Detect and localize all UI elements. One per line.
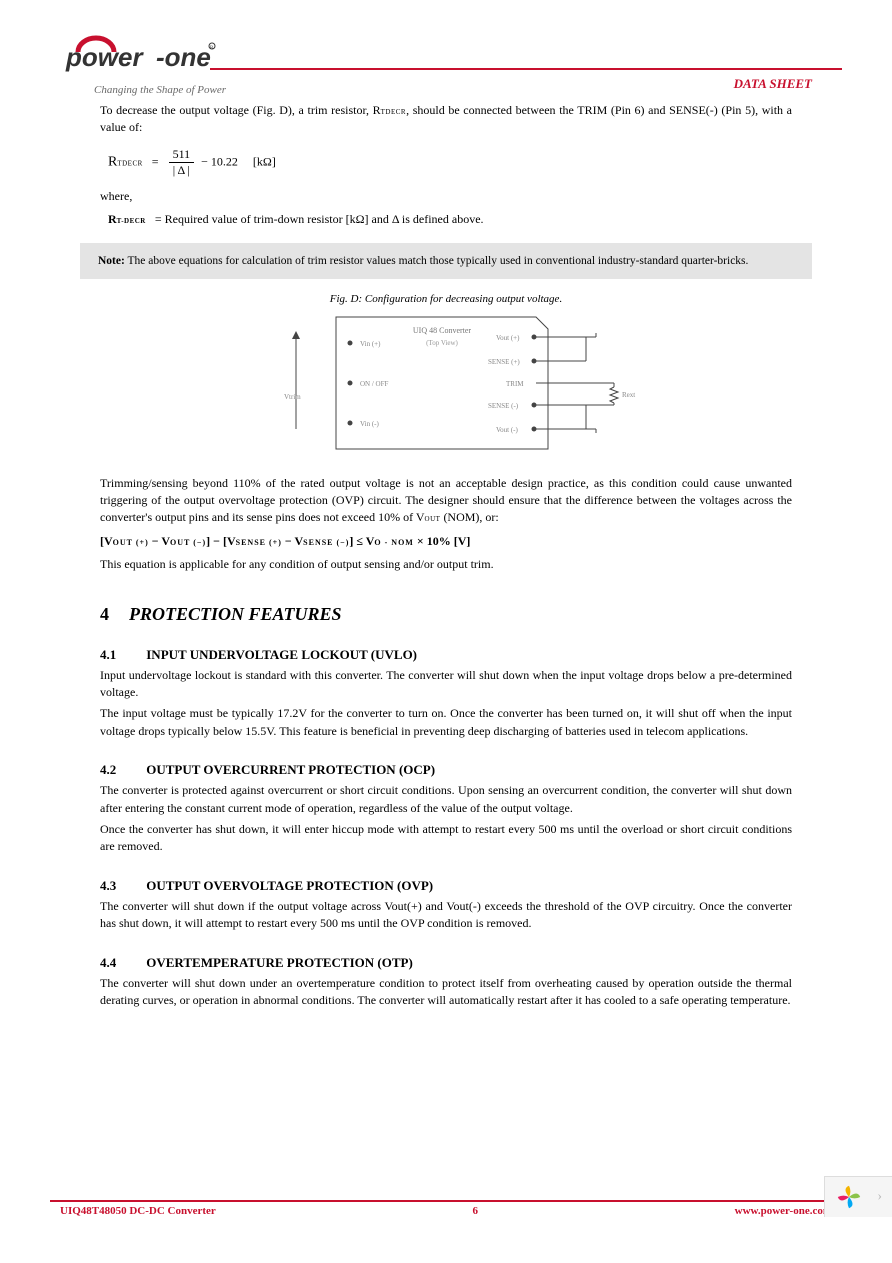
svg-text:power: power bbox=[65, 42, 144, 72]
brand-tagline: Changing the Shape of Power bbox=[94, 84, 832, 96]
section-4-4-p1: The converter will shut down under an ov… bbox=[100, 975, 792, 1010]
trim-down-equation: RTDECR = 511 | Δ | − 10.22 [kΩ] bbox=[108, 147, 792, 178]
brand-logo: power -one R Changing the Shape of Power bbox=[60, 28, 832, 86]
svg-text:Vout (-): Vout (-) bbox=[496, 426, 519, 434]
definition-line: RT-DECR = Required value of trim-down re… bbox=[108, 211, 792, 228]
svg-text:SENSE (+): SENSE (+) bbox=[488, 358, 520, 366]
svg-text:Rext: Rext bbox=[622, 391, 635, 399]
svg-text:Vin (+): Vin (+) bbox=[360, 340, 381, 348]
svg-text:-one: -one bbox=[156, 42, 211, 72]
section-4-1-p1: Input undervoltage lockout is standard w… bbox=[100, 667, 792, 702]
inequality-line: [VOUT (+) − VOUT (−)] − [VSENSE (+) − VS… bbox=[100, 533, 792, 550]
section-4-1-heading: 4.1INPUT UNDERVOLTAGE LOCKOUT (UVLO) bbox=[100, 647, 792, 663]
left-pin-3: Vin (-) bbox=[348, 420, 380, 428]
right-pin-3: TRIM bbox=[506, 380, 614, 388]
viewer-pinwheel-icon bbox=[835, 1183, 863, 1211]
right-pin-1: Vout (+) bbox=[496, 334, 596, 342]
chevron-right-icon[interactable]: › bbox=[877, 1189, 882, 1205]
page-footer: UIQ48T48050 DC-DC Converter 6 www.power-… bbox=[0, 1202, 892, 1217]
svg-text:Vin (-): Vin (-) bbox=[360, 420, 379, 428]
svg-text:TRIM: TRIM bbox=[506, 380, 524, 388]
footer-product-name: UIQ48T48050 DC-DC Converter bbox=[60, 1205, 216, 1217]
section-4-3-p1: The converter will shut down if the outp… bbox=[100, 898, 792, 933]
note-box: Note: The above equations for calculatio… bbox=[80, 243, 812, 279]
section-4-1-p2: The input voltage must be typically 17.2… bbox=[100, 705, 792, 740]
page-header: power -one R Changing the Shape of Power… bbox=[60, 28, 832, 92]
footer-url: www.power-one.com bbox=[735, 1205, 832, 1217]
right-pin-4: SENSE (-) bbox=[488, 402, 586, 410]
left-pin-2: ON / OFF bbox=[348, 380, 389, 388]
vtrim-label: Vtrim bbox=[284, 393, 301, 401]
circuit-diagram-svg: UIQ 48 Converter (Top View) Vtrim Vin (+… bbox=[236, 309, 656, 459]
equation-fraction: 511 | Δ | bbox=[169, 147, 195, 178]
section-4-2-p2: Once the converter has shut down, it wil… bbox=[100, 821, 792, 856]
trim-sensing-paragraph: Trimming/sensing beyond 110% of the rate… bbox=[100, 475, 792, 527]
section-4-heading: 4PROTECTION FEATURES bbox=[100, 604, 792, 625]
power-one-logo-svg: power -one R bbox=[60, 28, 260, 86]
section-4-2-p1: The converter is protected against overc… bbox=[100, 782, 792, 817]
diagram-box-subtitle: (Top View) bbox=[426, 339, 458, 347]
svg-text:ON / OFF: ON / OFF bbox=[360, 380, 389, 388]
rext-resistor: Rext bbox=[586, 383, 635, 405]
footer-page-number: 6 bbox=[216, 1205, 735, 1217]
section-4-3-heading: 4.3OUTPUT OVERVOLTAGE PROTECTION (OVP) bbox=[100, 878, 792, 894]
svg-text:Vout (+): Vout (+) bbox=[496, 334, 520, 342]
svg-text:SENSE (-): SENSE (-) bbox=[488, 402, 519, 410]
applicable-paragraph: This equation is applicable for any cond… bbox=[100, 556, 792, 573]
left-pin-1: Vin (+) bbox=[348, 340, 382, 348]
document-body: To decrease the output voltage (Fig. D),… bbox=[60, 102, 832, 1009]
figure-d-caption: Fig. D: Configuration for decreasing out… bbox=[100, 293, 792, 305]
diagram-box-title: UIQ 48 Converter bbox=[413, 326, 472, 335]
viewer-bottom-tab[interactable]: › bbox=[824, 1176, 892, 1217]
section-4-4-heading: 4.4OVERTEMPERATURE PROTECTION (OTP) bbox=[100, 955, 792, 971]
where-label: where, bbox=[100, 188, 792, 205]
section-4-2-heading: 4.2OUTPUT OVERCURRENT PROTECTION (OCP) bbox=[100, 762, 792, 778]
intro-paragraph: To decrease the output voltage (Fig. D),… bbox=[100, 102, 792, 137]
figure-d-diagram: UIQ 48 Converter (Top View) Vtrim Vin (+… bbox=[100, 309, 792, 459]
